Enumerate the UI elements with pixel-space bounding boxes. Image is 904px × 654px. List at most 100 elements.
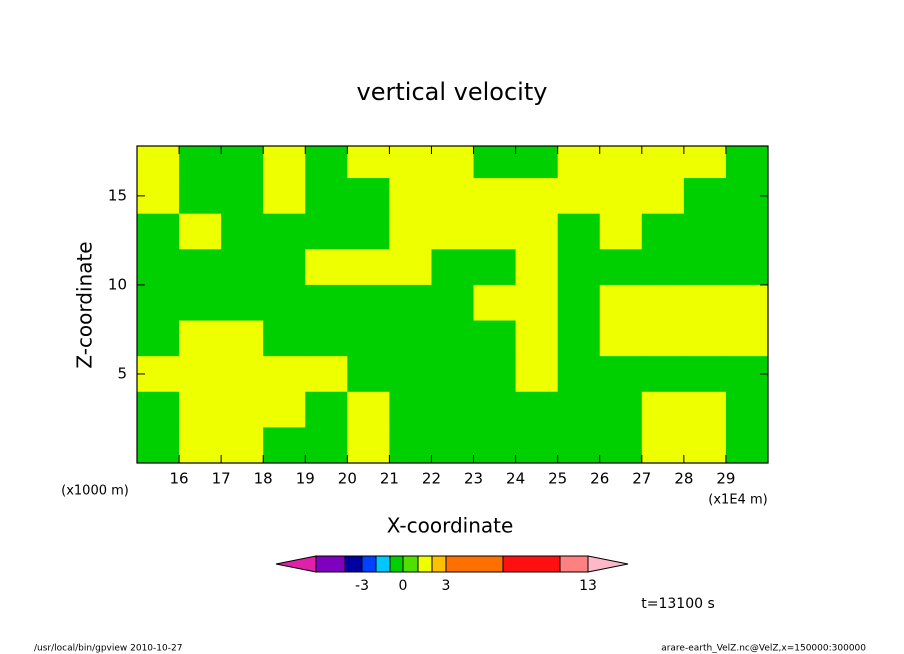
field-cell xyxy=(221,356,264,393)
field-cell xyxy=(221,427,264,463)
field-cell xyxy=(557,284,601,322)
field-cell xyxy=(347,427,390,463)
field-cell xyxy=(473,320,517,357)
field-cell xyxy=(263,391,306,428)
field-cell xyxy=(263,213,306,250)
field-cell xyxy=(221,213,264,250)
field-cell xyxy=(137,213,180,250)
x-tick-label: 26 xyxy=(590,470,609,488)
y-axis-label: Z-coordinate xyxy=(73,241,97,368)
field-cell xyxy=(221,146,264,179)
field-cell xyxy=(221,249,264,286)
field-cell xyxy=(347,284,390,322)
footer-right: arare-earth_VelZ.nc@VelZ,x=150000:300000 xyxy=(661,644,866,654)
colorbar-triangle xyxy=(587,555,629,573)
field-cell xyxy=(179,427,222,463)
field-cell xyxy=(263,146,306,179)
field-cell xyxy=(473,249,517,286)
x-tick-label: 28 xyxy=(674,470,693,488)
time-label: t=13100 s xyxy=(641,596,715,612)
field-cell xyxy=(347,320,390,357)
field-cell xyxy=(557,178,601,215)
colorbar-segment xyxy=(417,555,433,573)
field-cell xyxy=(725,391,768,428)
colorbar-segment xyxy=(344,555,363,573)
field-cell xyxy=(431,356,475,393)
field-cell xyxy=(641,391,685,428)
x-tick-label: 16 xyxy=(170,470,189,488)
field-cell xyxy=(179,249,222,286)
field-cell xyxy=(305,213,348,250)
field-cell xyxy=(431,178,475,215)
field-cell xyxy=(641,320,685,357)
field-cell xyxy=(263,178,306,215)
field-cell xyxy=(347,249,390,286)
colorbar-segment xyxy=(431,555,447,573)
field-cell xyxy=(431,391,475,428)
field-cell xyxy=(137,146,180,179)
field-cell xyxy=(725,284,768,322)
field-cell xyxy=(725,427,768,463)
colorbar-segment xyxy=(402,555,419,573)
field-cell xyxy=(641,146,685,179)
colorbar-segment xyxy=(445,555,504,573)
field-cell xyxy=(683,356,727,393)
x-unit: (x1E4 m) xyxy=(708,493,767,508)
field-cell xyxy=(305,178,348,215)
x-tick-label: 22 xyxy=(422,470,441,488)
x-tick-label: 20 xyxy=(338,470,357,488)
field-cell xyxy=(515,391,559,428)
colorbar-label: -3 xyxy=(355,578,369,594)
field-cell xyxy=(641,213,685,250)
field-cell xyxy=(641,284,685,322)
field-cell xyxy=(725,320,768,357)
field-cell xyxy=(305,391,348,428)
field-cell xyxy=(389,427,432,463)
field-cell xyxy=(305,284,348,322)
field-cell xyxy=(725,146,768,179)
field-cell xyxy=(137,427,180,463)
field-cell xyxy=(305,356,348,393)
colorbar-label: 0 xyxy=(399,578,408,594)
field-cell xyxy=(137,391,180,428)
chart-title: vertical velocity xyxy=(357,78,548,106)
field-cell xyxy=(515,249,559,286)
field-cell xyxy=(473,213,517,250)
field-cell xyxy=(515,178,559,215)
field-cell xyxy=(641,249,685,286)
x-tick-label: 23 xyxy=(464,470,483,488)
y-tick-label: 15 xyxy=(108,186,127,204)
field-cell xyxy=(389,178,432,215)
field-cell xyxy=(305,146,348,179)
x-tick-label: 24 xyxy=(506,470,525,488)
field-cell xyxy=(179,391,222,428)
x-tick-label: 18 xyxy=(254,470,273,488)
field-cell xyxy=(683,146,727,179)
field-cell xyxy=(263,427,306,463)
field-cell xyxy=(221,320,264,357)
field-cell xyxy=(599,320,643,357)
y-tick-label: 5 xyxy=(117,364,127,382)
field-cell xyxy=(515,356,559,393)
field-cell xyxy=(347,356,390,393)
field-cell xyxy=(137,249,180,286)
field-cell xyxy=(473,146,517,179)
field-cell xyxy=(389,320,432,357)
x-axis-label: X-coordinate xyxy=(387,514,514,538)
colorbar-segment xyxy=(559,555,589,573)
field-cell xyxy=(473,178,517,215)
field-cell xyxy=(263,284,306,322)
field-cell xyxy=(263,320,306,357)
field-cell xyxy=(179,146,222,179)
field-cell xyxy=(179,320,222,357)
field-cell xyxy=(557,391,601,428)
field-cell xyxy=(557,146,601,179)
field-cell xyxy=(389,213,432,250)
field-cell xyxy=(431,213,475,250)
field-cell xyxy=(683,320,727,357)
colorbar-segment xyxy=(389,555,404,573)
field-cell xyxy=(221,178,264,215)
x-tick-label: 21 xyxy=(380,470,399,488)
field-cell xyxy=(683,249,727,286)
